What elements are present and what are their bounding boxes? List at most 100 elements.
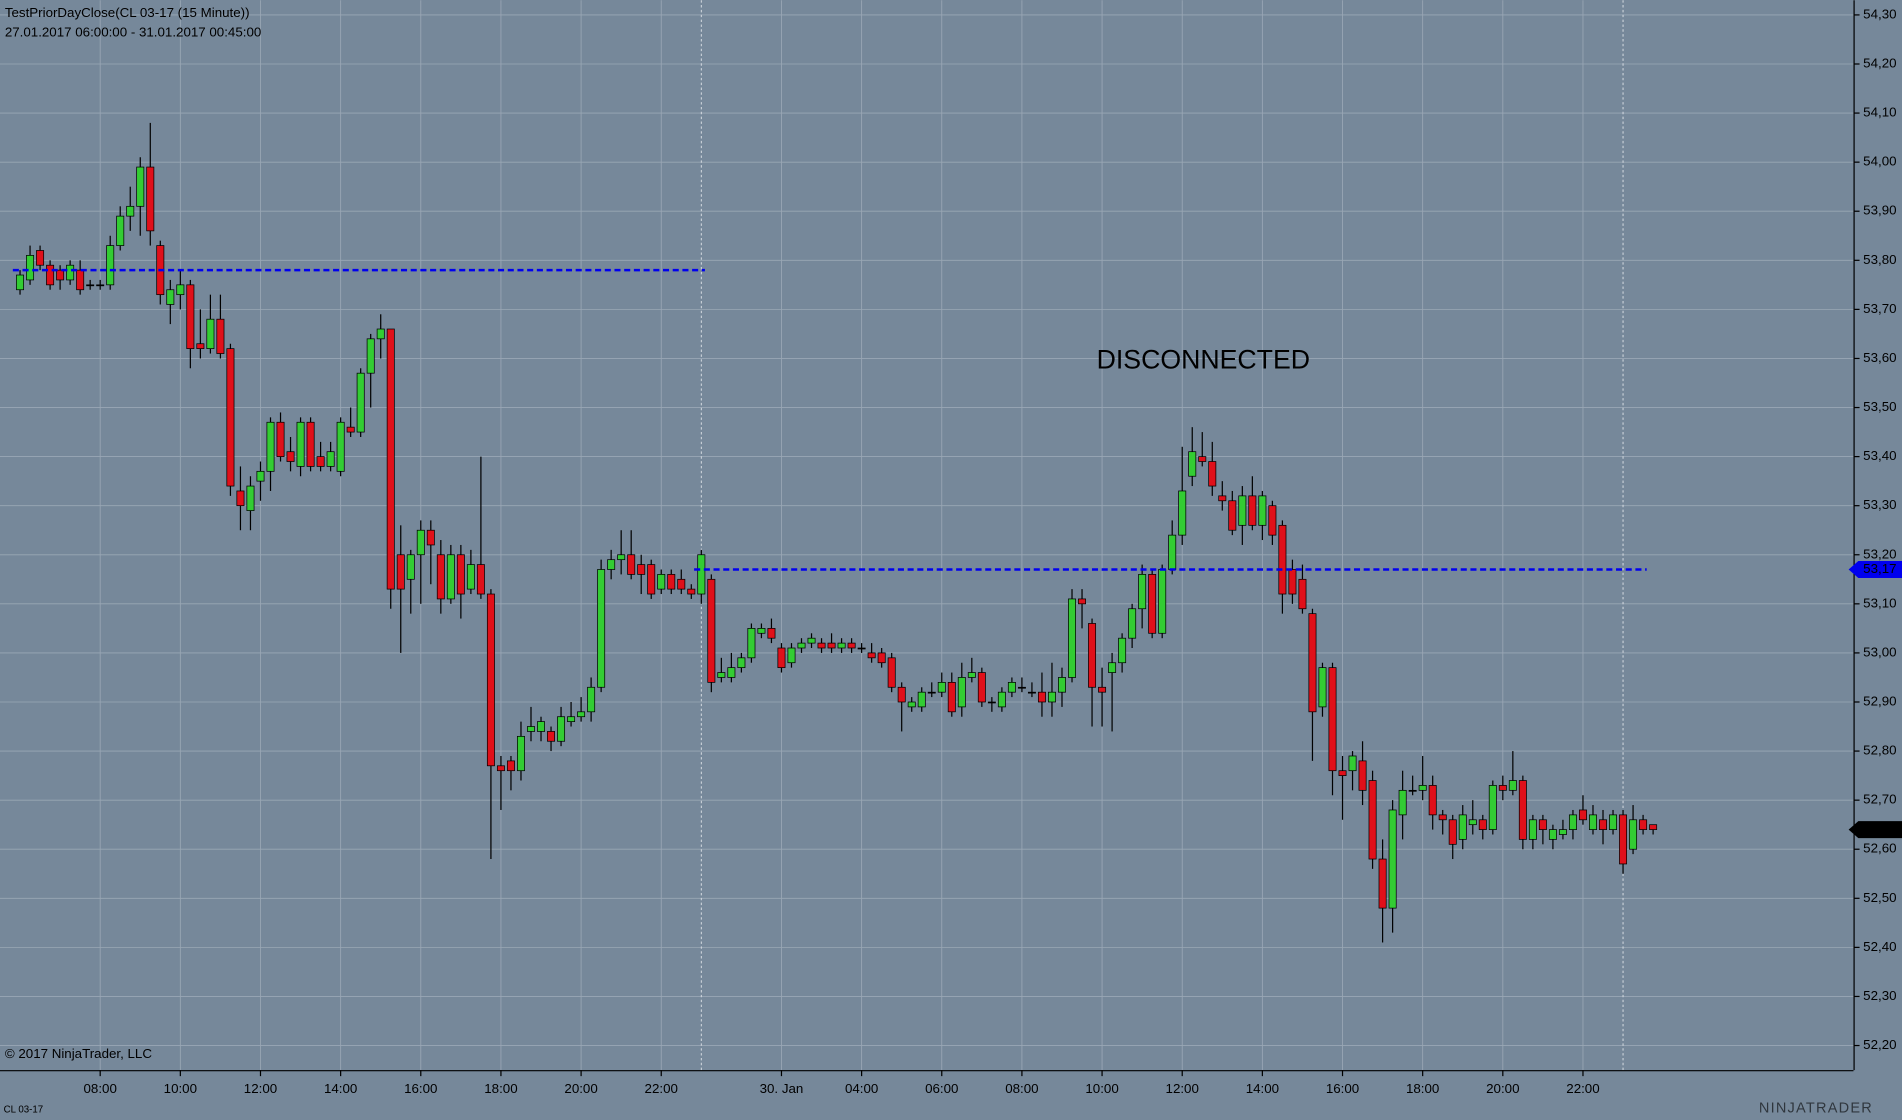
y-tick-label: 53,90 <box>1863 203 1896 218</box>
candle-body <box>1579 809 1587 821</box>
y-tick-label: 54,10 <box>1863 105 1896 120</box>
candle-body <box>1148 574 1157 634</box>
candle-body <box>987 701 996 704</box>
candle-body <box>1388 809 1397 909</box>
candle-body <box>687 588 696 595</box>
candle-body <box>186 284 195 350</box>
candle-body <box>1208 461 1217 487</box>
candle-body <box>1558 829 1567 835</box>
candle-body <box>506 760 515 772</box>
candle-body <box>1298 578 1307 610</box>
candle-body <box>1358 760 1367 791</box>
candle-body <box>637 564 646 575</box>
candle-body <box>1508 780 1517 791</box>
candle-body <box>757 628 766 634</box>
candle-body <box>1308 613 1317 713</box>
y-tick-label: 54,00 <box>1863 154 1896 169</box>
candle-body <box>1458 814 1467 840</box>
x-tick-label: 12:00 <box>1166 1081 1199 1096</box>
candle-body <box>126 205 135 217</box>
candle-body <box>1589 814 1597 830</box>
x-tick-label: 22:00 <box>1566 1081 1599 1096</box>
x-tick-label: 08:00 <box>84 1081 117 1096</box>
candle-body <box>376 328 385 340</box>
y-tick-label: 52,70 <box>1863 792 1896 807</box>
candle-body <box>1649 824 1658 830</box>
candle-body <box>767 628 776 639</box>
candle-body <box>326 451 335 467</box>
price-tag-label: 53,17 <box>1863 561 1896 576</box>
candle-body <box>1037 691 1046 703</box>
candle-body <box>897 686 906 703</box>
candle-body <box>1268 505 1277 536</box>
candle-body <box>1318 667 1327 708</box>
candle-body <box>1288 569 1297 595</box>
candle-body <box>1128 608 1137 639</box>
candle-body <box>1609 814 1617 830</box>
candle-body <box>1418 785 1427 791</box>
candle-body <box>827 642 836 649</box>
candle-body <box>937 681 946 693</box>
candle-body <box>356 372 365 433</box>
candle-body <box>887 657 896 688</box>
candle-body <box>1088 623 1097 688</box>
candle-body <box>1248 495 1257 526</box>
candle-body <box>266 421 275 472</box>
instrument-label: CL 03-17 <box>4 1105 44 1116</box>
candle-body <box>777 647 786 669</box>
x-tick-label: 10:00 <box>1085 1081 1118 1096</box>
y-tick-label: 53,60 <box>1863 350 1896 365</box>
candle-body <box>1178 490 1187 536</box>
candle-body <box>1058 677 1066 693</box>
candle-body <box>957 677 966 708</box>
candle-body <box>587 686 596 713</box>
candle-body <box>1398 789 1407 816</box>
y-tick-label: 52,40 <box>1863 939 1896 954</box>
candle-body <box>1108 662 1117 673</box>
x-tick-label: 10:00 <box>164 1081 197 1096</box>
candle-body <box>917 691 926 708</box>
candle-body <box>627 554 636 575</box>
candles <box>12 122 1658 943</box>
candle-body <box>66 264 75 281</box>
candle-body <box>537 721 545 732</box>
candle-body <box>1599 819 1607 830</box>
y-tick-label: 54,30 <box>1863 6 1896 21</box>
candle-body <box>306 421 315 467</box>
candle-body <box>166 289 175 305</box>
candle-body <box>1278 524 1287 595</box>
y-tick-label: 52,20 <box>1863 1037 1896 1052</box>
candle-body <box>1538 819 1547 830</box>
x-tick-label: 22:00 <box>645 1081 678 1096</box>
y-tick-label: 53,70 <box>1863 301 1896 316</box>
candle-body <box>967 672 976 678</box>
x-tick-label: 06:00 <box>925 1081 958 1096</box>
candle-body <box>1048 691 1056 703</box>
y-tick-label: 52,80 <box>1863 743 1896 758</box>
copyright: © 2017 NinjaTrader, LLC <box>5 1046 153 1061</box>
grid <box>0 0 1854 1071</box>
y-tick-label: 53,40 <box>1863 448 1896 463</box>
candle-body <box>16 274 25 291</box>
candle-body <box>1548 829 1557 840</box>
candle-body <box>1168 534 1177 570</box>
candle-body <box>256 470 265 482</box>
candle-body <box>1378 858 1387 909</box>
candle-body <box>386 328 395 590</box>
candle-body <box>1238 495 1247 526</box>
candle-body <box>1258 495 1267 526</box>
candle-body <box>697 554 706 595</box>
candle-body <box>717 672 726 678</box>
candle-body <box>276 421 285 457</box>
chart-subtitle: 27.01.2017 06:00:00 - 31.01.2017 00:45:0… <box>5 24 261 39</box>
candle-body <box>1218 495 1227 502</box>
candle-body <box>366 338 375 374</box>
last-price-label: 52,64 <box>1863 821 1897 836</box>
candle-body <box>76 269 85 291</box>
x-tick-label: 12:00 <box>244 1081 277 1096</box>
candle-body <box>667 574 676 590</box>
candle-body <box>1639 819 1648 830</box>
candle-body <box>1629 819 1638 850</box>
